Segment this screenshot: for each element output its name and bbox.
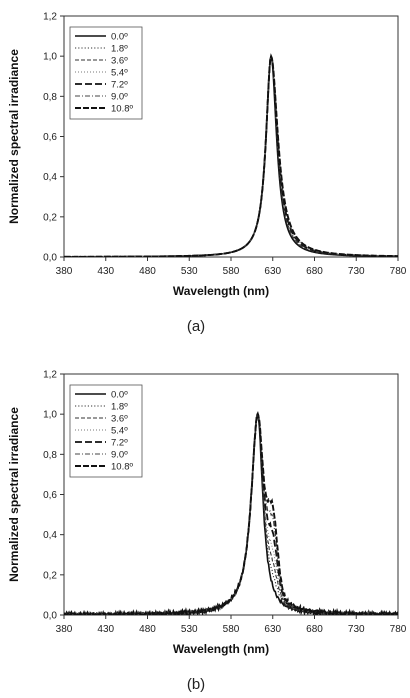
x-tick-label: 580 bbox=[223, 266, 240, 277]
legend-label: 1.8º bbox=[111, 402, 128, 413]
y-tick-label: 0,6 bbox=[43, 132, 57, 143]
y-axis-label: Normalized spectral irradiance bbox=[7, 49, 21, 224]
x-tick-label: 680 bbox=[306, 624, 323, 635]
y-tick-label: 0,4 bbox=[43, 172, 57, 183]
legend-label: 5.4º bbox=[111, 68, 128, 79]
y-tick-label: 0,8 bbox=[43, 450, 57, 461]
y-tick-label: 0,0 bbox=[43, 253, 57, 264]
x-tick-label: 430 bbox=[97, 624, 114, 635]
legend-label: 7.2º bbox=[111, 438, 128, 449]
x-tick-label: 730 bbox=[348, 624, 365, 635]
y-tick-label: 0,6 bbox=[43, 490, 57, 501]
series-line bbox=[64, 53, 398, 257]
x-tick-label: 780 bbox=[390, 266, 407, 277]
series-line bbox=[64, 410, 398, 615]
x-axis-label: Wavelength (nm) bbox=[173, 284, 269, 298]
legend-label: 3.6º bbox=[111, 414, 128, 425]
panel-caption: (b) bbox=[187, 676, 205, 693]
chart-b: 380 430 480 530 580 630 680 730 780 0,0 0,2 0,4 0,6 0… bbox=[7, 370, 407, 694]
x-tick-label: 480 bbox=[139, 266, 156, 277]
legend-label: 0.0º bbox=[111, 390, 128, 401]
x-tick-label: 480 bbox=[139, 624, 156, 635]
legend-box bbox=[69, 26, 143, 120]
x-tick-label: 430 bbox=[97, 266, 114, 277]
y-tick-label: 1,0 bbox=[43, 410, 57, 421]
x-tick-label: 630 bbox=[264, 624, 281, 635]
chart-a: 380 430 480 530 580 630 680 730 780 0,0 0,2 0,4 0,6 0… bbox=[7, 12, 407, 336]
x-tick-label: 580 bbox=[223, 624, 240, 635]
chart-panel-b: 380 430 480 530 580 630 680 730 780 0,0 0,2 0,4 0,6 0… bbox=[0, 358, 410, 698]
legend-label: 9.0º bbox=[111, 92, 128, 103]
chart-panel-a: 380 430 480 530 580 630 680 730 780 0,0 0,2 0,4 0,6 0… bbox=[0, 0, 410, 345]
y-tick-label: 1,0 bbox=[43, 52, 57, 63]
x-tick-label: 680 bbox=[306, 266, 323, 277]
x-tick-label: 530 bbox=[181, 266, 198, 277]
y-tick-label: 0,8 bbox=[43, 92, 57, 103]
x-tick-label: 380 bbox=[56, 266, 73, 277]
legend-label: 0.0º bbox=[111, 32, 128, 43]
y-tick-label: 0,0 bbox=[43, 611, 57, 622]
legend-label: 3.6º bbox=[111, 56, 128, 67]
legend-box bbox=[69, 384, 143, 478]
y-axis-label: Normalized spectral irradiance bbox=[7, 407, 21, 582]
legend-label: 5.4º bbox=[111, 426, 128, 437]
y-tick-label: 1,2 bbox=[43, 12, 57, 23]
legend-label: 9.0º bbox=[111, 450, 128, 461]
x-tick-label: 630 bbox=[264, 266, 281, 277]
legend-label: 7.2º bbox=[111, 80, 128, 91]
legend-label: 10.8º bbox=[111, 462, 133, 473]
panel-caption: (a) bbox=[187, 318, 205, 335]
y-tick-label: 0,2 bbox=[43, 570, 57, 581]
y-tick-label: 0,4 bbox=[43, 530, 57, 541]
x-tick-label: 530 bbox=[181, 624, 198, 635]
x-tick-label: 780 bbox=[390, 624, 407, 635]
legend-label: 1.8º bbox=[111, 44, 128, 55]
x-tick-label: 730 bbox=[348, 266, 365, 277]
x-axis-label: Wavelength (nm) bbox=[173, 642, 269, 656]
y-tick-label: 1,2 bbox=[43, 370, 57, 381]
x-tick-label: 380 bbox=[56, 624, 73, 635]
y-tick-label: 0,2 bbox=[43, 212, 57, 223]
legend-label: 10.8º bbox=[111, 104, 133, 115]
